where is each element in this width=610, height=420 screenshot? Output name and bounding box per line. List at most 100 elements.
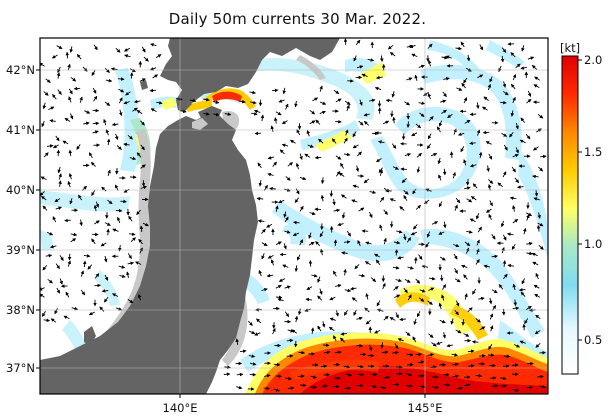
current-vector	[520, 291, 526, 297]
longitude-labels: 140°E 145°E	[163, 401, 443, 415]
current-vector	[126, 271, 130, 278]
current-vector	[525, 134, 531, 140]
current-vector	[50, 318, 57, 323]
current-vector	[524, 318, 529, 325]
current-vector	[383, 315, 389, 321]
current-vector	[84, 110, 91, 114]
current-vector	[369, 98, 376, 103]
shimokita-peninsula	[198, 106, 222, 120]
current-vector	[491, 384, 499, 388]
current-vector	[104, 274, 109, 281]
current-vector	[514, 177, 519, 184]
current-vector	[509, 196, 517, 200]
current-vector	[488, 344, 493, 350]
current-vector	[526, 214, 530, 221]
current-vector	[47, 231, 54, 236]
current-vector	[142, 222, 149, 227]
current-vector	[510, 110, 515, 117]
current-vector	[463, 274, 468, 280]
current-vector	[65, 291, 70, 298]
current-vector	[358, 273, 366, 278]
current-vector	[471, 340, 479, 344]
current-vector	[479, 354, 486, 358]
current-vector	[88, 152, 93, 159]
current-vector	[286, 338, 294, 343]
current-vector	[419, 384, 426, 389]
current-vector	[41, 195, 47, 201]
current-vector	[383, 375, 391, 380]
current-vector	[489, 76, 493, 83]
current-vector	[329, 317, 336, 322]
current-vector	[103, 297, 109, 303]
current-vector	[478, 296, 485, 301]
current-vector	[87, 264, 93, 270]
current-vector	[452, 362, 459, 367]
current-vector	[464, 383, 471, 387]
current-vector	[310, 375, 317, 379]
current-vector	[535, 314, 541, 320]
current-vector	[489, 313, 494, 320]
current-vector	[285, 103, 289, 110]
current-vector	[501, 47, 507, 53]
current-vector	[403, 194, 408, 201]
current-vector	[277, 298, 284, 302]
current-vector	[447, 113, 453, 118]
current-vector	[512, 73, 517, 81]
current-vector	[285, 376, 292, 381]
current-vector	[93, 44, 98, 51]
current-vector	[436, 341, 443, 345]
current-vector	[379, 196, 385, 203]
current-vector	[382, 120, 390, 125]
current-vector	[415, 205, 422, 210]
current-vector	[42, 102, 47, 110]
current-vector	[393, 266, 400, 270]
current-vector	[62, 140, 69, 145]
current-vector	[340, 162, 344, 169]
current-vector	[486, 165, 490, 172]
current-vector	[375, 158, 382, 163]
map-title: Daily 50m currents 30 Mar. 2022.	[168, 10, 427, 28]
current-vector	[261, 287, 268, 292]
current-vector	[392, 116, 396, 124]
current-vector	[129, 156, 137, 161]
current-vector	[532, 261, 539, 266]
current-vector	[359, 99, 363, 106]
current-vector	[535, 342, 541, 348]
current-vector	[503, 273, 508, 280]
current-vector	[249, 362, 257, 366]
current-vector	[537, 212, 541, 219]
current-vector	[129, 232, 136, 236]
current-vector	[294, 197, 300, 203]
current-vector	[299, 176, 307, 181]
current-vector	[224, 112, 232, 116]
current-vector	[502, 81, 507, 88]
current-vector	[284, 230, 291, 234]
current-vector	[518, 288, 526, 292]
current-vector	[488, 153, 493, 160]
current-vector	[104, 67, 110, 73]
current-vector	[461, 82, 466, 89]
current-vector	[127, 134, 133, 140]
current-vector	[136, 110, 143, 115]
current-vector	[392, 350, 399, 355]
current-vector	[317, 276, 321, 283]
current-vector	[442, 168, 447, 176]
current-vector	[284, 216, 289, 223]
current-vector	[106, 138, 111, 146]
current-vector	[498, 284, 504, 290]
honshu-landmass	[40, 112, 258, 394]
current-vector	[304, 153, 311, 158]
current-vector	[355, 165, 360, 172]
current-vector	[426, 143, 432, 150]
current-vector	[534, 190, 539, 197]
current-vector	[43, 91, 49, 96]
current-vector	[404, 101, 411, 106]
current-vector	[455, 300, 460, 307]
current-vector	[353, 309, 357, 316]
current-vector	[379, 385, 387, 390]
current-vector	[356, 151, 362, 157]
current-vector	[405, 331, 411, 337]
current-vector	[500, 55, 505, 63]
current-vector	[40, 191, 45, 196]
current-vector	[352, 144, 359, 149]
